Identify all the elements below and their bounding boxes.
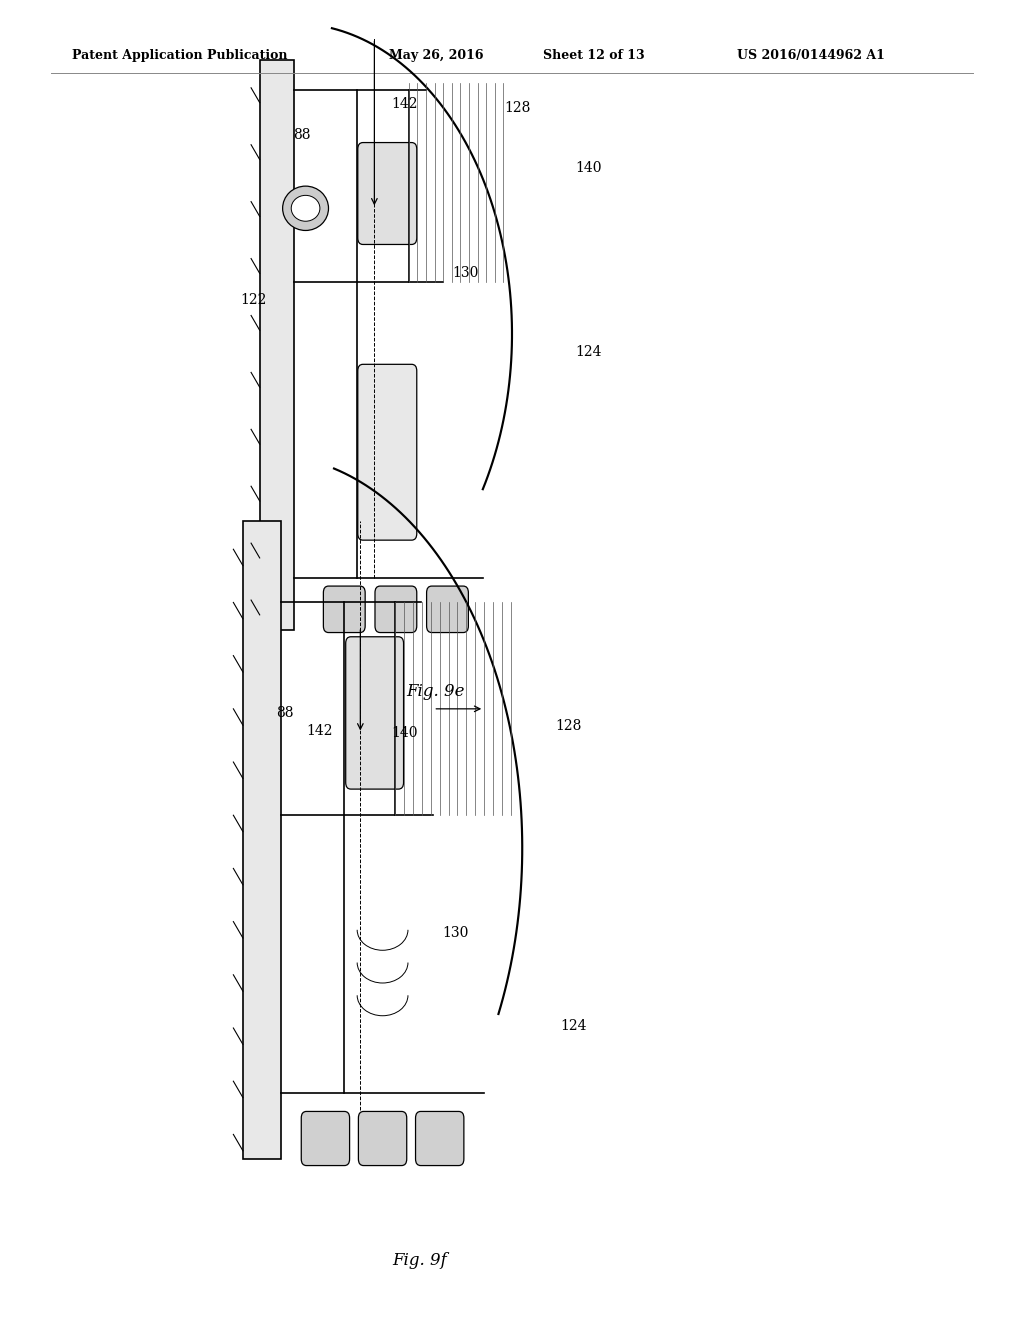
Bar	[243, 520, 281, 1159]
FancyBboxPatch shape	[375, 586, 417, 632]
Text: US 2016/0144962 A1: US 2016/0144962 A1	[737, 49, 885, 62]
FancyBboxPatch shape	[357, 143, 417, 244]
Text: May 26, 2016: May 26, 2016	[389, 49, 483, 62]
Text: 140: 140	[391, 726, 418, 739]
FancyBboxPatch shape	[324, 586, 366, 632]
Text: 130: 130	[453, 267, 479, 280]
FancyBboxPatch shape	[357, 364, 417, 540]
Text: Fig. 9f: Fig. 9f	[392, 1253, 447, 1269]
Text: 140: 140	[575, 161, 602, 174]
Ellipse shape	[291, 195, 319, 222]
Text: 142: 142	[391, 98, 418, 111]
Bar	[260, 61, 294, 630]
Text: 142: 142	[306, 725, 333, 738]
Text: 128: 128	[555, 719, 582, 733]
Text: 122: 122	[241, 293, 267, 306]
Text: Sheet 12 of 13: Sheet 12 of 13	[543, 49, 644, 62]
Text: 128: 128	[504, 102, 530, 115]
FancyBboxPatch shape	[346, 636, 403, 789]
Text: 130: 130	[442, 927, 469, 940]
FancyBboxPatch shape	[427, 586, 468, 632]
FancyBboxPatch shape	[416, 1111, 464, 1166]
Text: Fig. 9e: Fig. 9e	[406, 684, 465, 700]
FancyBboxPatch shape	[358, 1111, 407, 1166]
Text: Patent Application Publication: Patent Application Publication	[72, 49, 287, 62]
Text: 88: 88	[275, 706, 294, 719]
Text: 88: 88	[293, 128, 311, 141]
Text: 124: 124	[575, 346, 602, 359]
FancyBboxPatch shape	[301, 1111, 349, 1166]
Ellipse shape	[283, 186, 329, 231]
Text: 124: 124	[560, 1019, 587, 1032]
